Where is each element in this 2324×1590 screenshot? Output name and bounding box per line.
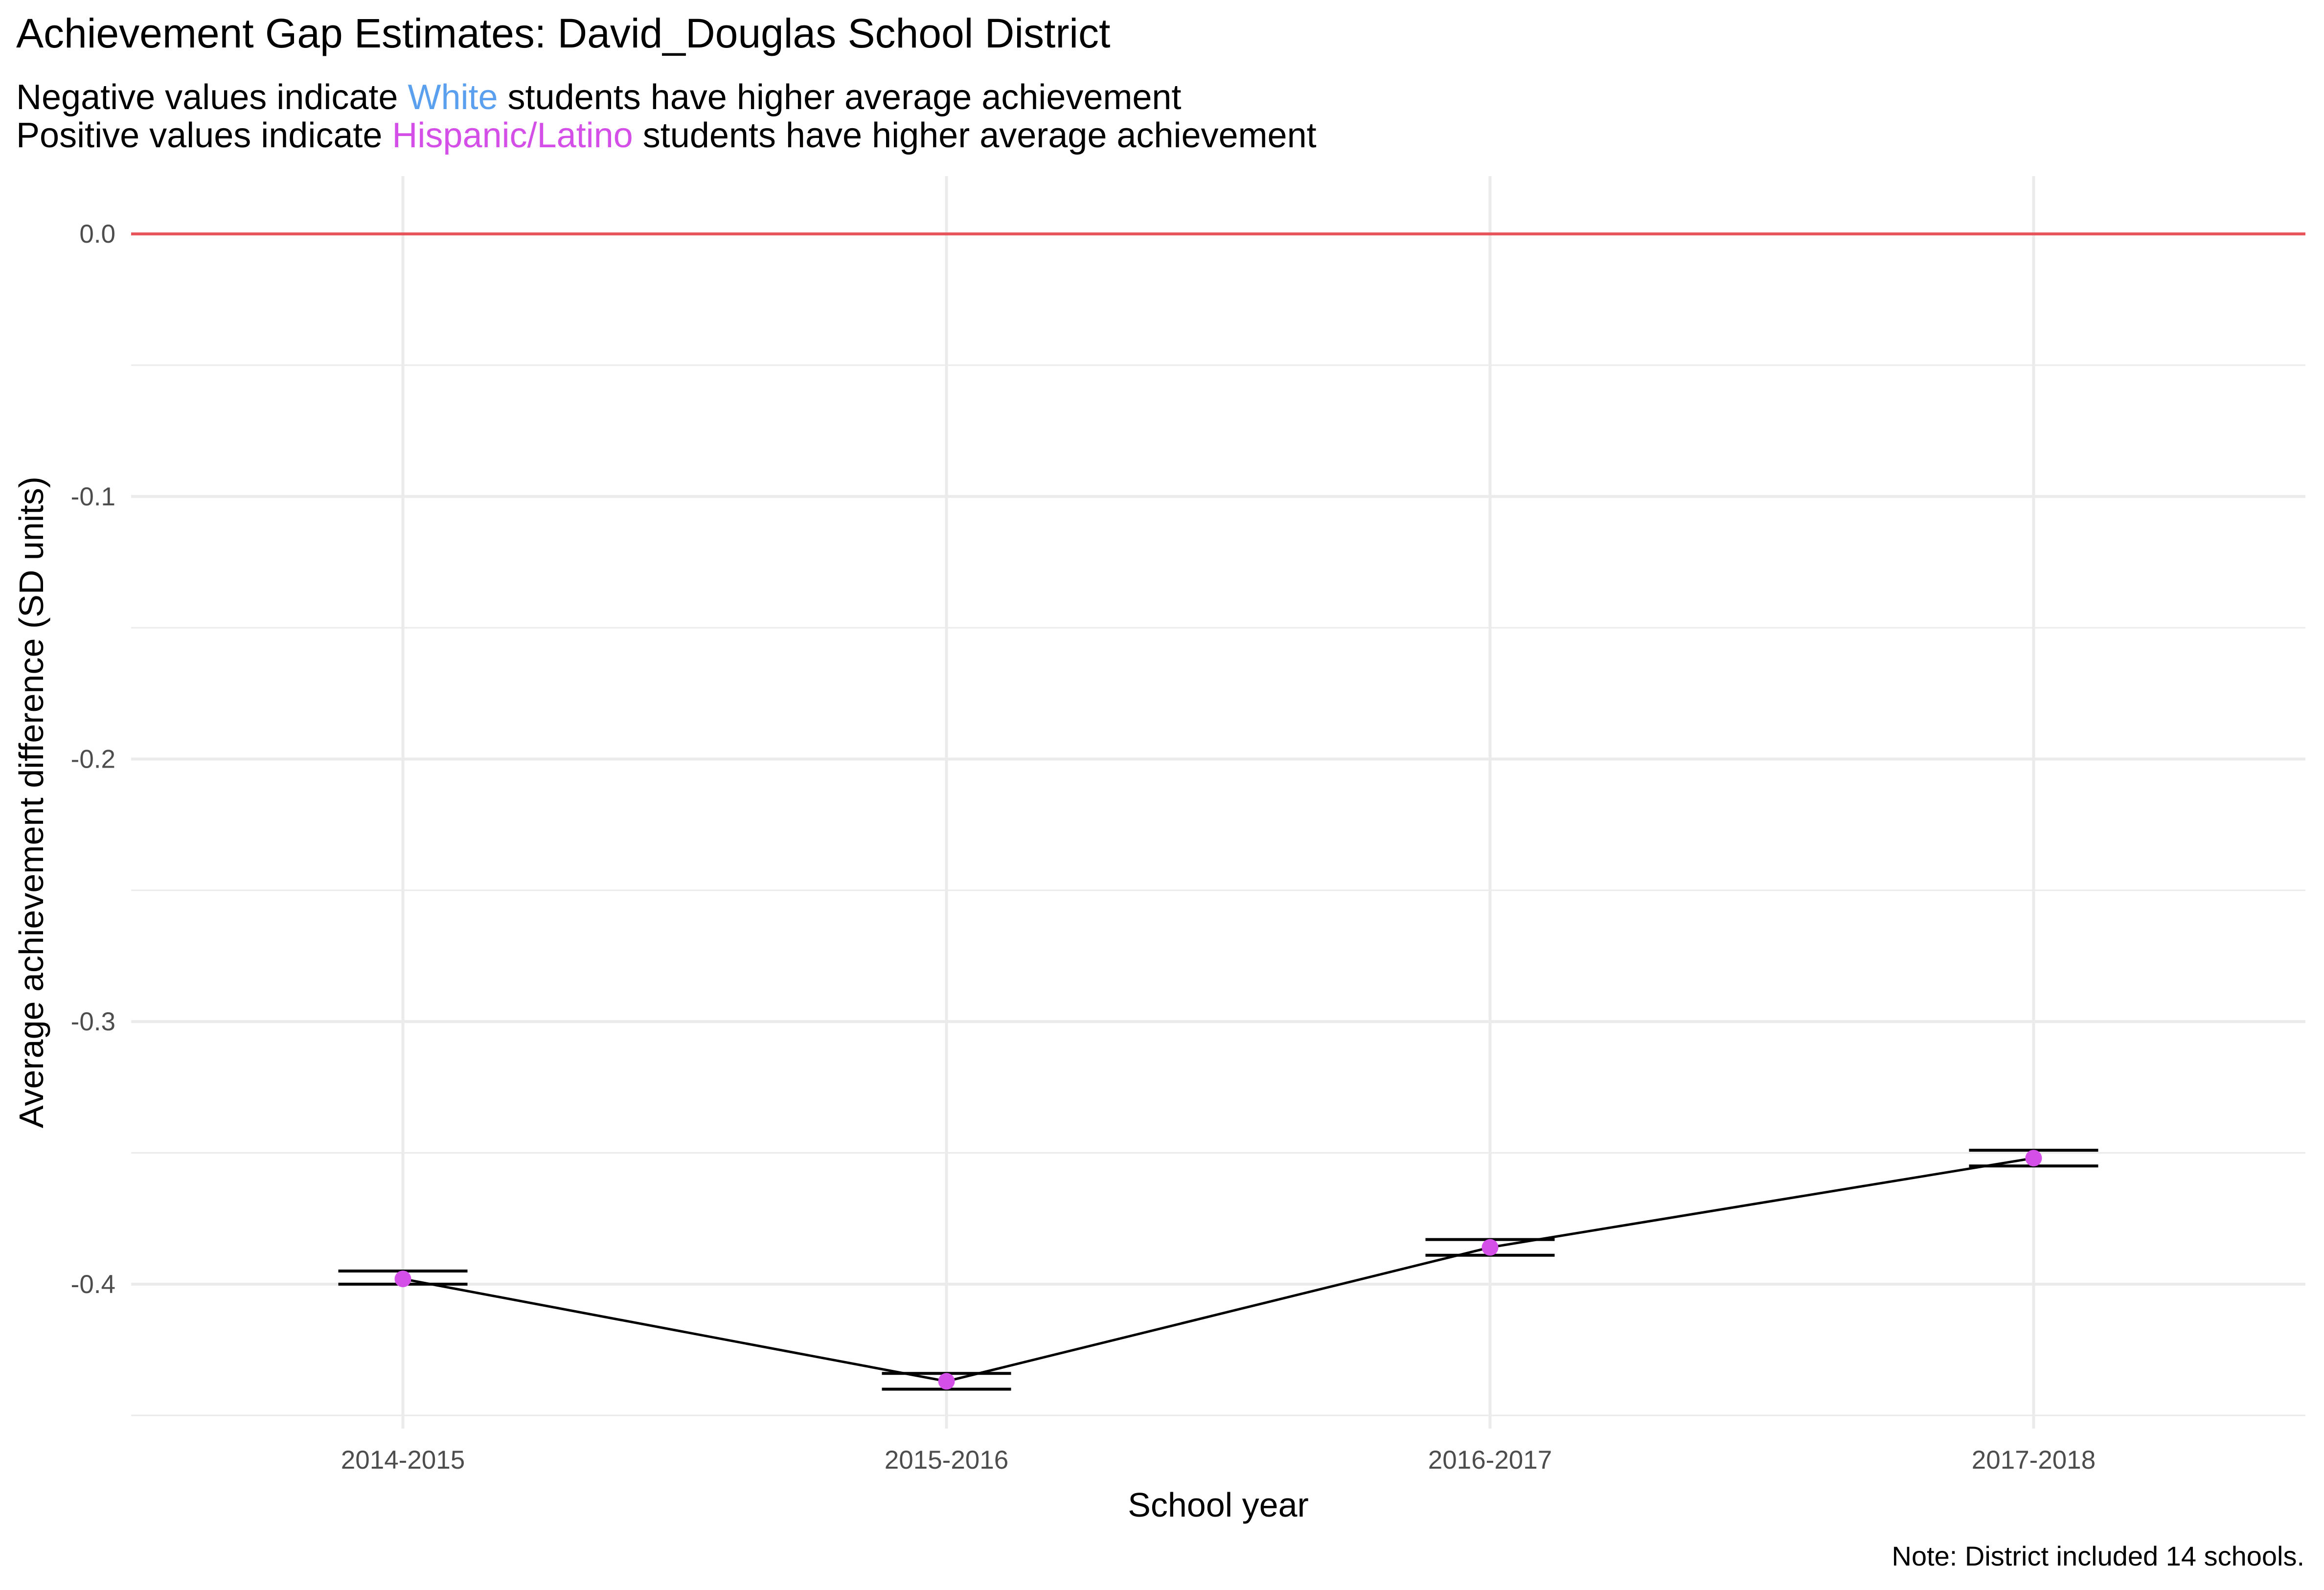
- chart-title: Achievement Gap Estimates: David_Douglas…: [16, 10, 1111, 56]
- x-tick-label: 2016-2017: [1428, 1446, 1552, 1475]
- y-tick-label: 0.0: [79, 220, 115, 249]
- y-tick-label: -0.2: [71, 745, 115, 773]
- x-axis-title: School year: [1128, 1486, 1309, 1524]
- series-line: [403, 1157, 2034, 1383]
- y-axis-title: Average achievement difference (SD units…: [12, 477, 50, 1128]
- subtitle-2-before: Positive values indicate: [16, 116, 392, 155]
- y-tick-label: -0.4: [71, 1270, 115, 1299]
- data-point: [1481, 1239, 1499, 1256]
- subtitle-2-after: students have higher average achievement: [633, 116, 1317, 155]
- subtitle-2-highlight-hispanic: Hispanic/Latino: [392, 116, 633, 155]
- y-tick-label: -0.3: [71, 1007, 115, 1036]
- x-tick-label: 2017-2018: [1972, 1446, 2096, 1475]
- subtitle-line-2: Positive values indicate Hispanic/Latino…: [16, 116, 1317, 155]
- data-layer: [338, 1149, 2098, 1391]
- x-tick-label: 2014-2015: [341, 1446, 465, 1475]
- subtitle-1-highlight-white: White: [408, 78, 498, 117]
- y-tick-label: -0.1: [71, 482, 115, 511]
- tick-labels: 0.0 -0.1 -0.2 -0.3 -0.4 2014-2015 2015-2016 201…: [71, 220, 2096, 1475]
- subtitle-line-1: Negative values indicate White students …: [16, 78, 1181, 117]
- subtitle-1-before: Negative values indicate: [16, 78, 408, 117]
- caption-note: Note: District included 14 schools.: [1891, 1541, 2305, 1571]
- x-tick-label: 2015-2016: [885, 1446, 1008, 1475]
- subtitle-1-after: students have higher average achievement: [498, 78, 1182, 117]
- grid-layer: [131, 176, 2305, 1429]
- data-point: [938, 1373, 955, 1390]
- data-point: [2025, 1150, 2042, 1167]
- data-point: [394, 1271, 411, 1288]
